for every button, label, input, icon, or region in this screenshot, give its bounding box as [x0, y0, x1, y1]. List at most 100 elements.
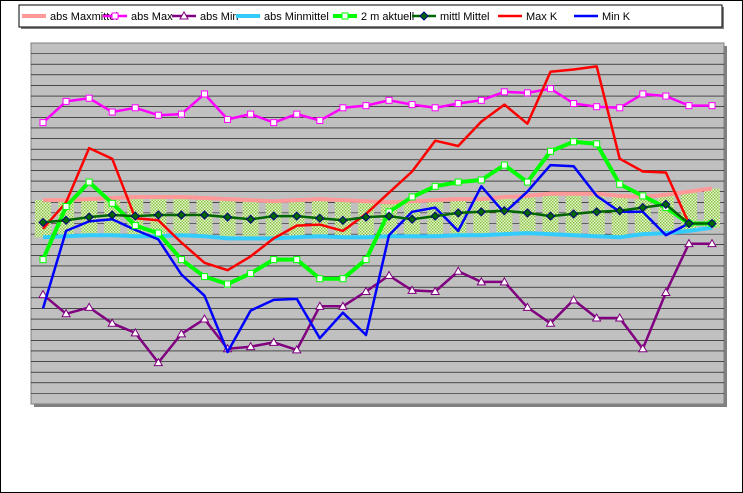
abs-max-point	[385, 96, 393, 104]
abs-max-point	[200, 90, 208, 98]
2-m-aktuell-point	[339, 275, 347, 283]
abs-min-point	[179, 10, 189, 20]
legend: abs Maxmittel abs Max abs Min abs Minmittel…	[18, 4, 724, 29]
legend-label: Min K	[602, 11, 631, 23]
abs-max-point	[108, 108, 116, 116]
legend-item-min-k: Min K	[574, 11, 631, 23]
abs-max-point	[523, 89, 531, 97]
abs-min-point	[522, 302, 533, 311]
mittl-mittel-point	[338, 215, 348, 226]
2-m-aktuell-point	[408, 193, 416, 201]
min-k-line	[41, 163, 712, 354]
abs-max-point	[431, 104, 439, 112]
abs-min-point	[384, 270, 394, 280]
legend-label: abs Min	[200, 11, 239, 23]
mittl-mittel-point	[499, 206, 510, 216]
legend-item-max-k: Max K	[498, 11, 558, 23]
2-m-aktuell-point	[108, 199, 116, 207]
abs-max-point	[316, 117, 324, 125]
abs-max-point	[593, 103, 601, 111]
abs-max-point	[131, 104, 139, 112]
mittl-mittel-point	[130, 211, 140, 221]
2-m-aktuell-point	[593, 140, 601, 148]
mittl-mittel-point	[453, 208, 463, 218]
2-m-aktuell-point	[62, 203, 70, 211]
abs-max-point	[177, 110, 185, 118]
abs-min-point	[545, 318, 556, 327]
mittl-mittel-point	[615, 206, 625, 216]
abs-min-point	[614, 312, 625, 322]
abs-min-point	[314, 301, 325, 310]
abs-min-point	[476, 276, 487, 286]
abs-max-point	[362, 102, 370, 110]
mittl-mittel-point	[407, 214, 417, 224]
abs-max-point	[570, 100, 578, 108]
abs-min-point	[176, 328, 187, 338]
2-m-aktuell-point	[523, 178, 531, 186]
abs-min-point	[707, 238, 717, 248]
mittl-mittel-point	[476, 207, 487, 217]
mittl-mittel-point	[384, 211, 394, 221]
2-m-aktuell-point	[154, 229, 162, 237]
range-bar	[473, 199, 490, 236]
mittl-mittel-point	[591, 207, 602, 217]
abs-min-point	[245, 341, 256, 351]
mittl-mittel-point	[684, 218, 694, 229]
legend-label: 2 m aktuell	[361, 11, 414, 23]
abs-max-point	[408, 101, 416, 109]
2-m-aktuell-point	[431, 182, 439, 190]
range-bar	[634, 196, 651, 235]
mittl-mittel-point	[222, 212, 233, 222]
mittl-mittel-point	[176, 210, 187, 220]
mittl-mittel-point	[430, 211, 440, 221]
mittl-mittel-point	[638, 202, 648, 213]
abs-min-point	[130, 327, 141, 337]
series-mittl-mittel	[38, 199, 717, 229]
mittl-mittel-point	[199, 210, 210, 220]
mittl-mittel-point	[38, 217, 48, 228]
2-m-aktuell-point	[362, 256, 370, 264]
2-m-aktuell-point	[547, 147, 555, 155]
abs-min-point	[268, 337, 279, 346]
2-m-aktuell-point	[224, 280, 232, 288]
mittl-mittel-point	[661, 199, 671, 210]
abs-min-point	[453, 266, 464, 275]
abs-min-point	[637, 343, 648, 353]
abs-min-point	[499, 276, 510, 286]
abs-max-point	[85, 94, 93, 102]
mittl-mittel-point	[568, 209, 579, 219]
2-m-aktuell-point	[477, 176, 485, 184]
abs-max-point	[224, 115, 232, 123]
range-bar	[496, 196, 513, 235]
range-bar	[704, 188, 720, 228]
abs-max-point	[293, 110, 301, 118]
legend-label: abs Maxmittel	[50, 11, 118, 23]
legend-label: abs Minmittel	[264, 11, 329, 23]
legend-label: abs Max	[131, 11, 173, 23]
legend-item-abs-max: abs Max	[103, 11, 173, 23]
gridlines	[31, 53, 724, 394]
abs-max-point	[547, 85, 555, 93]
abs-max-point	[154, 111, 162, 119]
abs-max-point	[685, 102, 693, 110]
2-m-aktuell-point	[270, 256, 278, 264]
abs-min-point	[568, 294, 579, 304]
series-max-k	[42, 65, 712, 272]
abs-max-point	[708, 102, 716, 110]
mittl-mittel-point	[522, 208, 533, 218]
2-m-aktuell-point	[293, 256, 301, 264]
mittl-mittel-point	[268, 211, 279, 221]
mittl-mittel-point	[61, 215, 71, 226]
abs-max-point	[339, 104, 347, 112]
legend-item-2-m-aktuell: 2 m aktuell	[333, 11, 414, 23]
series-2-m-aktuell	[39, 138, 716, 288]
abs-max-point	[662, 92, 670, 100]
abs-max-point	[616, 104, 624, 112]
abs-min-point	[107, 318, 118, 327]
abs-min-point	[430, 286, 441, 295]
2-m-aktuell-point	[316, 275, 324, 283]
abs-min-point	[153, 357, 164, 367]
legend-item-abs-maxmittel: abs Maxmittel	[22, 11, 118, 23]
2-m-aktuell-point	[247, 269, 255, 277]
